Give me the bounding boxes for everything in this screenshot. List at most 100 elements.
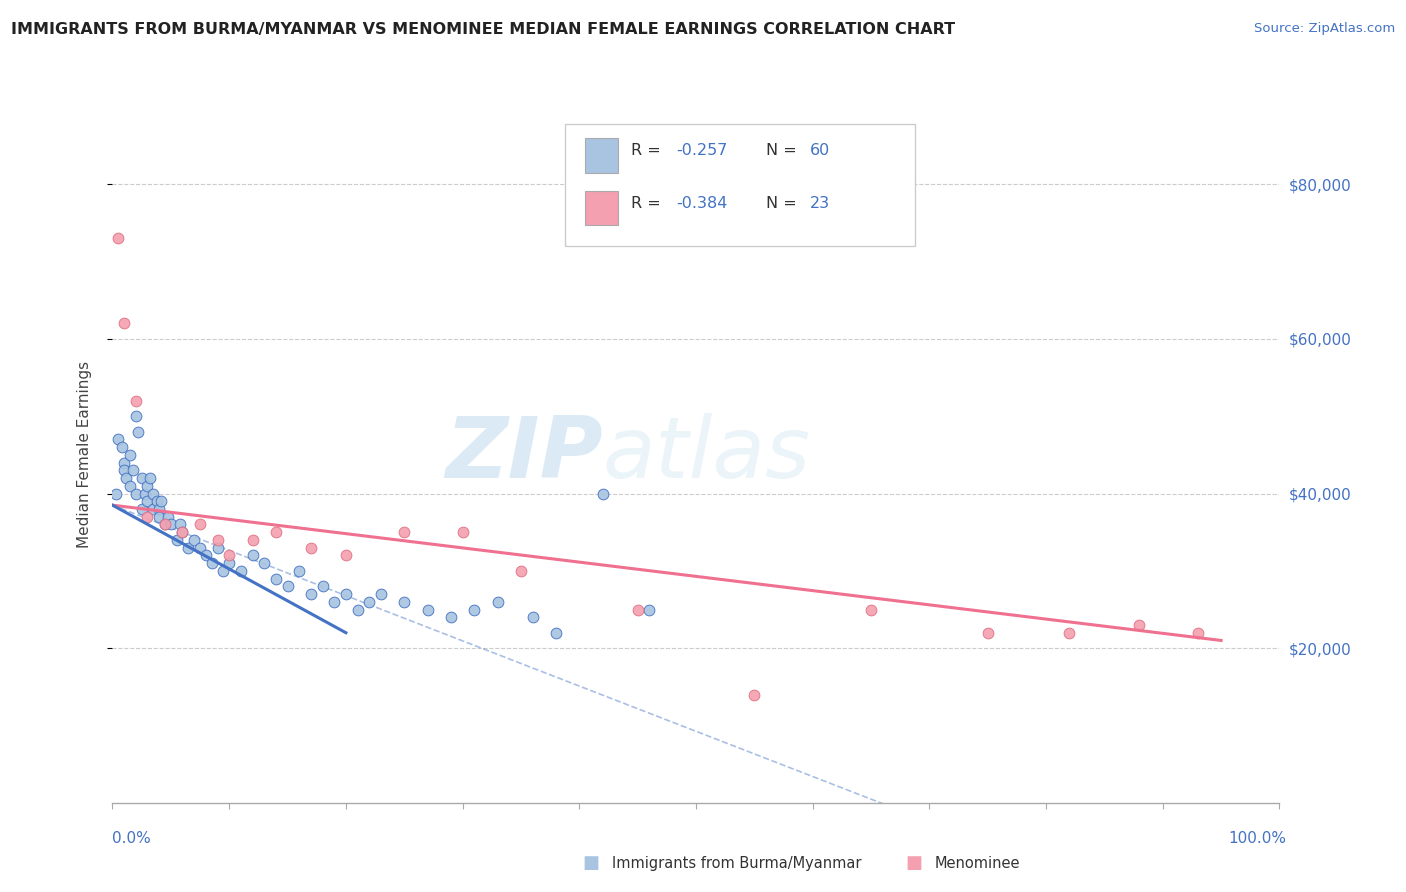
Point xyxy=(859,602,883,616)
Point xyxy=(207,541,229,555)
Point xyxy=(592,486,614,500)
Point xyxy=(136,494,159,508)
Point xyxy=(544,625,567,640)
Text: ZIP: ZIP xyxy=(444,413,603,497)
Point xyxy=(125,409,148,424)
Point xyxy=(125,486,148,500)
Point xyxy=(194,549,217,563)
Text: atlas: atlas xyxy=(603,413,811,497)
Point xyxy=(627,602,650,616)
Text: Menominee: Menominee xyxy=(935,856,1021,871)
Point xyxy=(104,486,127,500)
Text: R =: R = xyxy=(631,144,665,159)
Point xyxy=(131,471,153,485)
Point xyxy=(392,595,416,609)
Point xyxy=(157,509,180,524)
Point xyxy=(207,533,229,547)
Text: ■: ■ xyxy=(905,855,922,872)
Point xyxy=(146,494,169,508)
Text: Immigrants from Burma/Myanmar: Immigrants from Burma/Myanmar xyxy=(612,856,860,871)
Point xyxy=(153,517,176,532)
Point xyxy=(125,393,148,408)
Point xyxy=(392,525,416,540)
Point xyxy=(1187,625,1209,640)
Point xyxy=(139,471,162,485)
Point xyxy=(212,564,235,578)
Point xyxy=(172,525,194,540)
Text: Source: ZipAtlas.com: Source: ZipAtlas.com xyxy=(1254,22,1395,36)
Text: R =: R = xyxy=(631,195,665,211)
Point xyxy=(166,533,188,547)
Point xyxy=(188,541,211,555)
Point xyxy=(107,231,129,245)
Point xyxy=(299,541,322,555)
Point xyxy=(976,625,998,640)
Point xyxy=(188,517,211,532)
Point xyxy=(463,602,485,616)
Point xyxy=(1059,625,1081,640)
Point xyxy=(288,564,311,578)
Point xyxy=(127,425,149,439)
Point xyxy=(440,610,463,624)
Point xyxy=(276,579,298,593)
Point xyxy=(242,533,264,547)
Point xyxy=(111,440,134,454)
FancyBboxPatch shape xyxy=(565,124,915,246)
Point xyxy=(335,549,357,563)
Point xyxy=(142,502,165,516)
Point xyxy=(150,494,173,508)
Point xyxy=(229,564,252,578)
Point xyxy=(638,602,661,616)
Text: -0.384: -0.384 xyxy=(676,195,727,211)
Text: -0.257: -0.257 xyxy=(676,144,727,159)
Point xyxy=(253,556,276,570)
Point xyxy=(359,595,381,609)
Point xyxy=(136,479,159,493)
Text: ■: ■ xyxy=(582,855,599,872)
Point xyxy=(177,541,200,555)
Point xyxy=(107,433,129,447)
Point xyxy=(486,595,509,609)
Point xyxy=(160,517,183,532)
Text: N =: N = xyxy=(766,195,801,211)
Text: 0.0%: 0.0% xyxy=(112,831,152,846)
Point xyxy=(169,517,191,532)
Point xyxy=(451,525,474,540)
Point xyxy=(242,549,264,563)
Text: N =: N = xyxy=(766,144,801,159)
Point xyxy=(112,456,135,470)
Point xyxy=(118,448,141,462)
Point xyxy=(522,610,544,624)
Point xyxy=(335,587,357,601)
Text: 23: 23 xyxy=(810,195,831,211)
Bar xyxy=(585,191,617,226)
Point xyxy=(416,602,439,616)
Point xyxy=(122,463,145,477)
Point xyxy=(115,471,138,485)
Point xyxy=(148,509,170,524)
Point xyxy=(131,502,153,516)
Point xyxy=(183,533,205,547)
Y-axis label: Median Female Earnings: Median Female Earnings xyxy=(77,361,91,549)
Point xyxy=(1128,618,1150,632)
Point xyxy=(118,479,141,493)
Point xyxy=(172,525,194,540)
Point xyxy=(112,463,135,477)
Point xyxy=(742,688,765,702)
Text: 100.0%: 100.0% xyxy=(1229,831,1286,846)
Text: IMMIGRANTS FROM BURMA/MYANMAR VS MENOMINEE MEDIAN FEMALE EARNINGS CORRELATION CH: IMMIGRANTS FROM BURMA/MYANMAR VS MENOMIN… xyxy=(11,22,955,37)
Point xyxy=(201,556,224,570)
Point xyxy=(148,502,170,516)
Point xyxy=(346,602,368,616)
Point xyxy=(218,556,240,570)
Point xyxy=(323,595,346,609)
Point xyxy=(142,486,165,500)
Point xyxy=(311,579,333,593)
Point xyxy=(370,587,392,601)
Point xyxy=(112,317,135,331)
Point xyxy=(134,486,156,500)
Point xyxy=(264,572,287,586)
Bar xyxy=(585,138,617,173)
Point xyxy=(264,525,287,540)
Point xyxy=(136,509,159,524)
